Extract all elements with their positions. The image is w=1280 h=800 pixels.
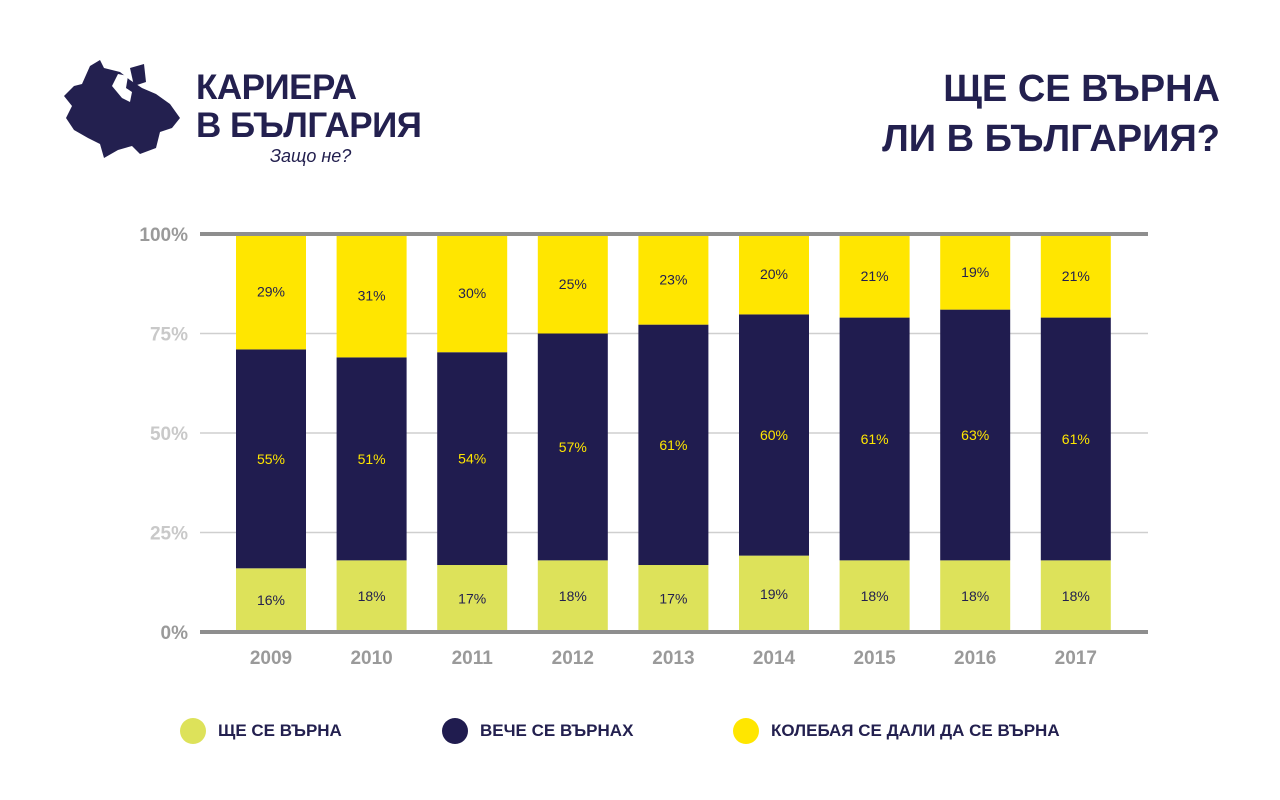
bar-segment: [336, 560, 407, 632]
data-label: 19%: [760, 586, 788, 602]
bar-segment: [537, 560, 608, 632]
x-tick-label: 2012: [552, 648, 594, 669]
data-label: 30%: [458, 285, 486, 301]
y-tick-label: 100%: [139, 225, 188, 246]
legend-swatch: [733, 718, 759, 744]
bar-segment: [1040, 560, 1111, 632]
data-label: 29%: [257, 284, 285, 300]
bar-segment: [236, 349, 306, 569]
x-tick-label: 2017: [1055, 648, 1097, 669]
logo-line2: В БЪЛГАРИЯ: [196, 106, 422, 145]
data-label: 60%: [760, 427, 788, 443]
data-label: 18%: [1062, 588, 1090, 604]
y-tick-label: 0%: [161, 623, 189, 644]
title-line2: ЛИ В БЪЛГАРИЯ?: [882, 118, 1220, 160]
x-tick-label: 2010: [350, 648, 392, 669]
data-label: 20%: [760, 266, 788, 282]
bar-segment: [839, 234, 910, 318]
x-tick-label: 2015: [853, 648, 896, 669]
data-label: 61%: [1062, 431, 1090, 447]
bar-segment: [739, 555, 809, 632]
data-label: 18%: [559, 588, 587, 604]
chart-title: ЩЕ СЕ ВЪРНА ЛИ В БЪЛГАРИЯ?: [882, 64, 1220, 164]
bar-segment: [940, 309, 1011, 561]
x-tick-label: 2014: [753, 648, 796, 669]
data-label: 23%: [659, 271, 687, 287]
bar-segment: [336, 357, 407, 561]
y-tick-label: 25%: [150, 524, 188, 545]
bar-segment: [437, 565, 508, 632]
data-label: 17%: [458, 591, 486, 607]
legend-swatch: [442, 718, 468, 744]
data-label: 17%: [659, 591, 687, 607]
data-label: 19%: [961, 264, 989, 280]
logo-tagline: Защо не?: [270, 146, 352, 166]
data-label: 63%: [961, 427, 989, 443]
data-label: 21%: [1062, 268, 1090, 284]
y-tick-label: 50%: [150, 424, 188, 445]
data-label: 61%: [659, 437, 687, 453]
data-label: 18%: [961, 588, 989, 604]
bar-segment: [437, 352, 508, 566]
title-line1: ЩЕ СЕ ВЪРНА: [943, 68, 1220, 110]
bar-segment: [839, 560, 910, 632]
bar-segment: [638, 565, 709, 632]
legend-item-will-return: ЩЕ СЕ ВЪРНА: [180, 718, 342, 744]
logo-line1: КАРИЕРА: [196, 68, 357, 107]
bar-segment: [236, 568, 306, 632]
logo: КАРИЕРА В БЪЛГАРИЯ Защо не?: [60, 58, 422, 178]
data-label: 25%: [559, 276, 587, 292]
x-tick-label: 2016: [954, 648, 996, 669]
bar-segment: [638, 234, 709, 325]
data-label: 31%: [358, 288, 386, 304]
legend-swatch: [180, 718, 206, 744]
data-label: 18%: [861, 588, 889, 604]
data-label: 55%: [257, 451, 285, 467]
data-label: 54%: [458, 451, 486, 467]
bar-segment: [537, 333, 608, 561]
x-tick-label: 2009: [250, 648, 292, 669]
bar-segment: [839, 317, 910, 561]
data-label: 21%: [861, 268, 889, 284]
bar-segment: [940, 560, 1011, 632]
data-label: 57%: [559, 439, 587, 455]
data-label: 61%: [861, 431, 889, 447]
stacked-bar-chart: 0% 25% 50% 75% 100% 16% 55% 29% 2009 18% 51% 31% 201…: [139, 225, 1148, 669]
legend-label: КОЛЕБАЯ СЕ ДАЛИ ДА СЕ ВЪРНА: [771, 721, 1060, 740]
bar-segment: [638, 324, 709, 566]
bar-segment: [1040, 317, 1111, 561]
legend-label: ВЕЧЕ СЕ ВЪРНАХ: [480, 721, 634, 740]
legend-item-hesitating: КОЛЕБАЯ СЕ ДАЛИ ДА СЕ ВЪРНА: [733, 718, 1060, 744]
bar-segment: [437, 234, 508, 353]
bar-segment: [336, 234, 407, 358]
data-label: 51%: [358, 451, 386, 467]
bar-segment: [537, 234, 608, 334]
bar-segment: [940, 234, 1011, 310]
bulgaria-map-icon: [64, 60, 180, 158]
data-label: 16%: [257, 592, 285, 608]
data-label: 18%: [358, 588, 386, 604]
bar-segment: [1040, 234, 1111, 318]
x-tick-label: 2011: [452, 648, 494, 669]
legend-label: ЩЕ СЕ ВЪРНА: [218, 721, 342, 740]
bar-segment: [236, 234, 306, 350]
bar-segment: [739, 314, 809, 556]
y-tick-label: 75%: [150, 325, 188, 346]
legend-item-already-returned: ВЕЧЕ СЕ ВЪРНАХ: [442, 718, 633, 744]
x-tick-label: 2013: [652, 648, 694, 669]
bar-segment: [739, 234, 809, 315]
